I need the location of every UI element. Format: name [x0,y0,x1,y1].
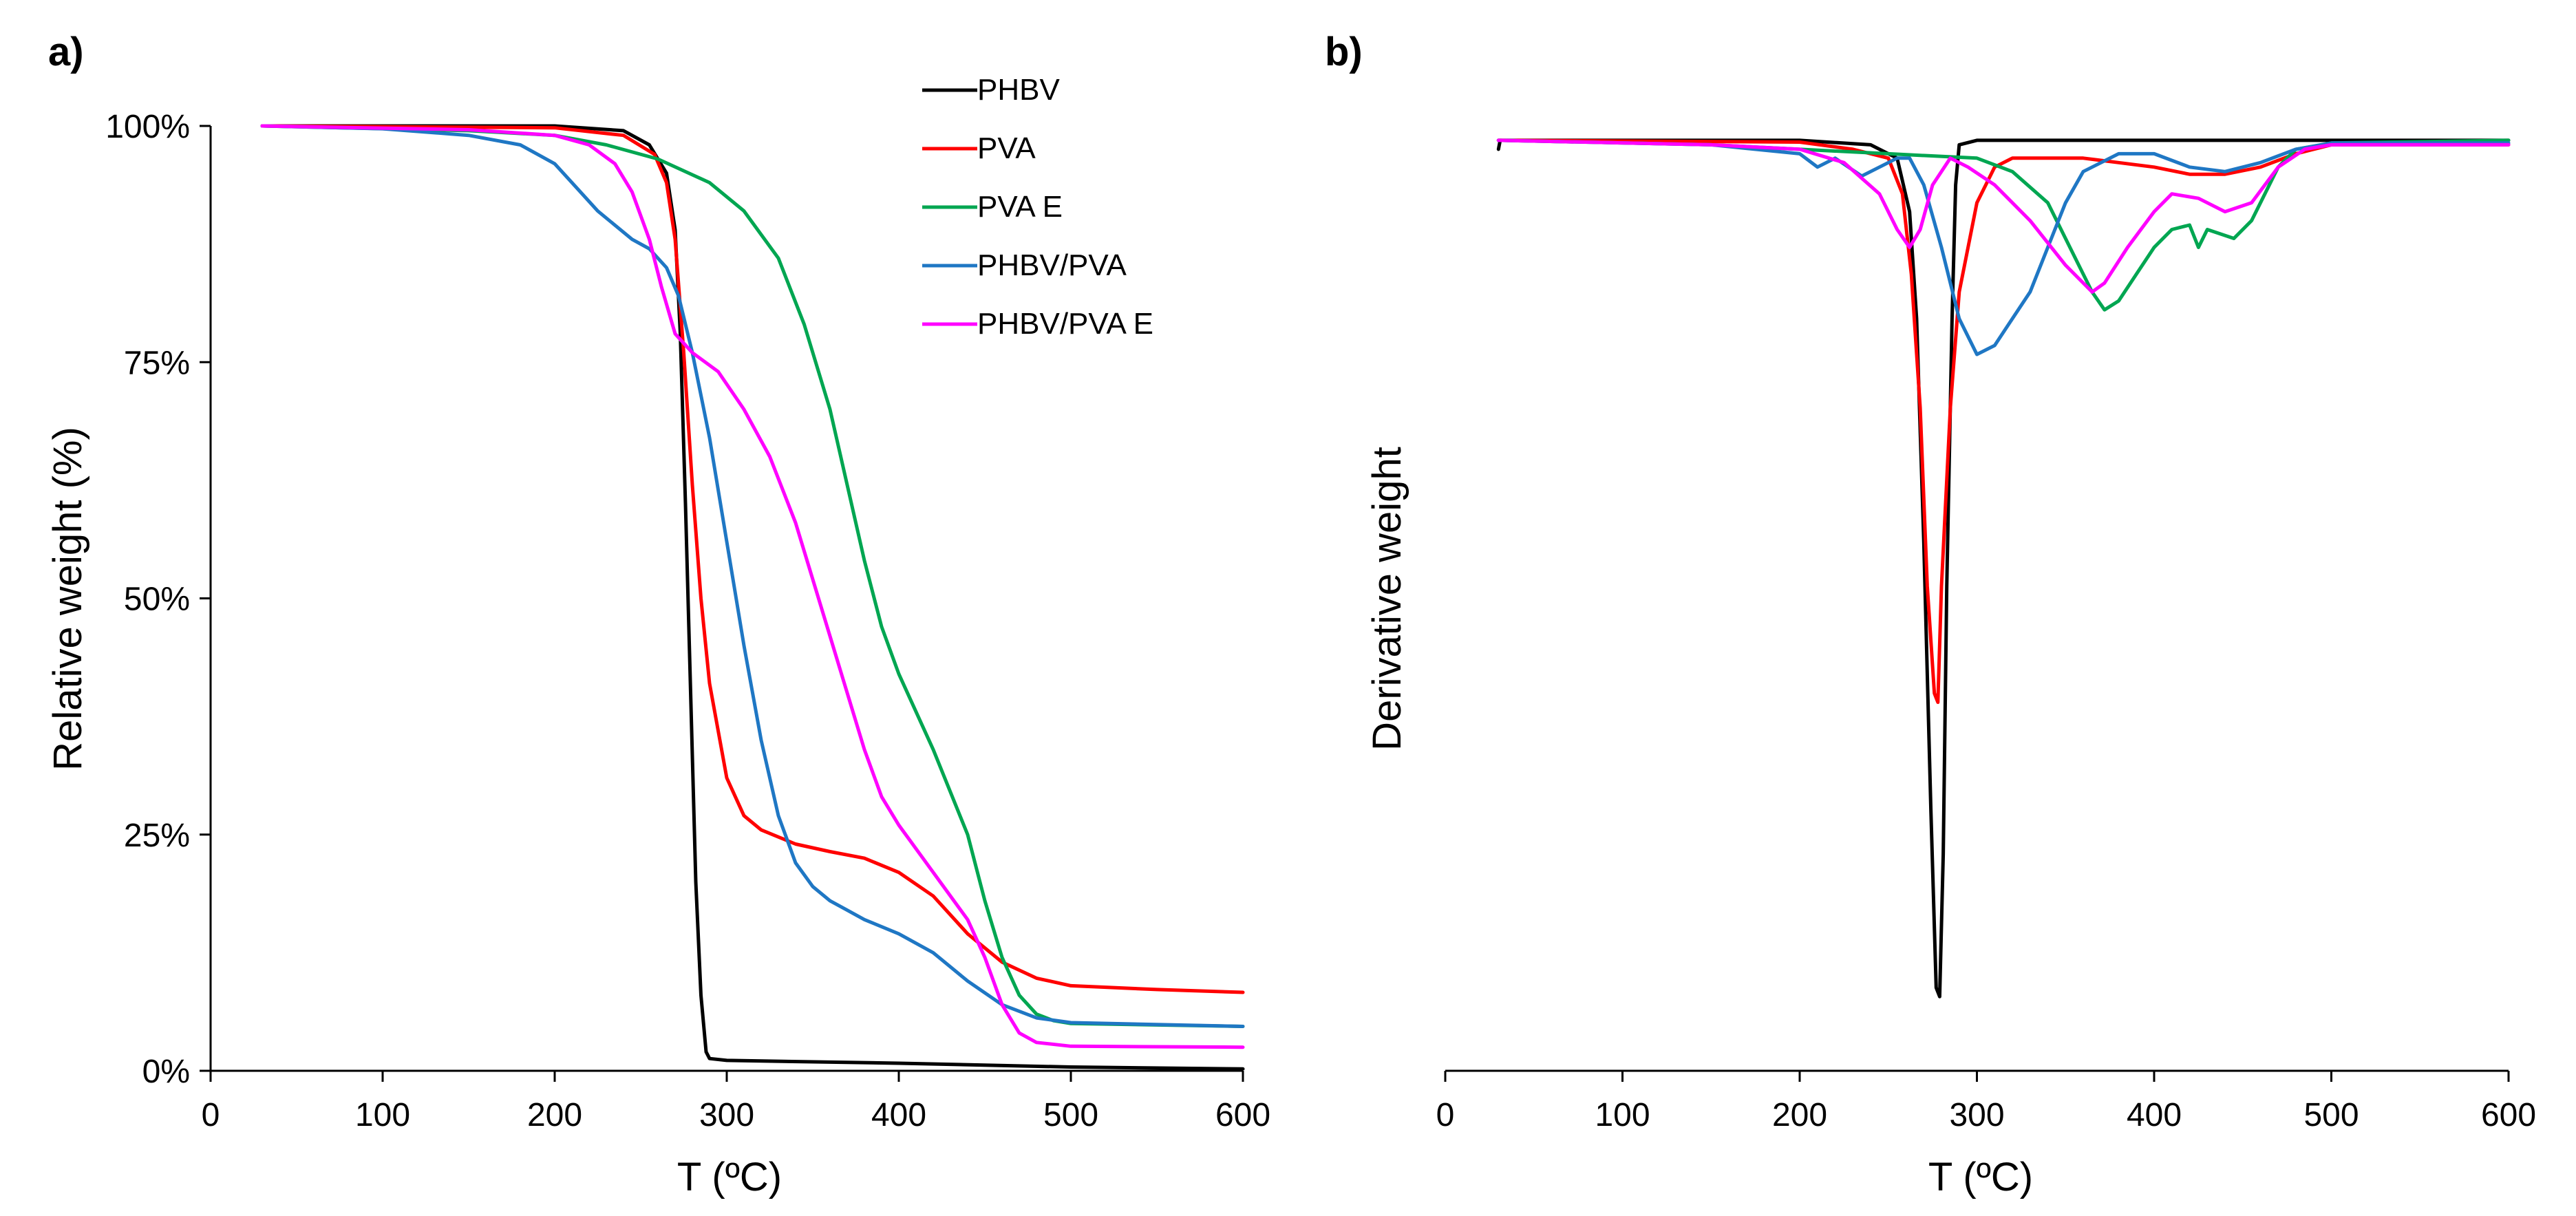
chart-b-x-axis-title: T (ºC) [1928,1155,2033,1199]
chart-b-series-group [1496,138,2511,999]
legend-label-pva-e: PVA E [977,190,1063,224]
chart-a-series-pva-e [260,124,1245,1028]
chart-a-y-tick-label: 0% [142,1054,190,1090]
chart-a-y-tick-label: 75% [124,345,190,381]
chart-b-series-phbv [1496,138,2511,999]
chart-a-y-axis-title: Relative weight (%) [45,427,90,771]
legend-label-phbv-pva-e: PHBV/PVA E [977,307,1153,341]
chart-a-series-phbv-pva [260,124,1245,1028]
chart-b-x-tick-label: 200 [1772,1097,1827,1133]
chart-a-legend: PHBV PVA PVA E PHBV/PVA PHBV/PVA E [922,73,1153,341]
chart-a-x-tick-label: 600 [1215,1097,1270,1133]
chart-a-x-tick-label: 500 [1043,1097,1098,1133]
chart-a-series-phbv [260,124,1245,1071]
legend-label-phbv: PHBV [977,73,1060,107]
chart-a-x-tick-label: 300 [699,1097,754,1133]
chart-b-axes: 0 100 200 300 400 500 600 [1436,1069,2536,1133]
chart-a-x-tick-label: 100 [355,1097,410,1133]
chart-a-axes: 0 100 200 300 400 500 600 0% 25% 50% 75% 100% [105,109,1270,1133]
chart-b-x-tick-label: 0 [1436,1097,1455,1133]
chart-b-x-tick-label: 600 [2481,1097,2536,1133]
chart-a-series-phbv-pva-e [260,124,1245,1049]
chart-a-x-tick-label: 400 [871,1097,926,1133]
legend-label-pva: PVA [977,131,1036,165]
chart-b-x-tick-label: 100 [1595,1097,1650,1133]
chart-a-x-tick-label: 0 [202,1097,220,1133]
chart-a-y-tick-label: 50% [124,582,190,618]
legend-label-phbv-pva: PHBV/PVA [977,248,1127,282]
chart-a-series-group [260,124,1245,1071]
chart-b-series-pva [1496,138,2511,704]
chart-b-x-tick-label: 400 [2127,1097,2182,1133]
chart-a-series-pva [260,124,1245,994]
chart-b-x-tick-label: 500 [2303,1097,2359,1133]
chart-a-y-tick-label: 25% [124,818,190,854]
panel-label-a: a) [48,30,84,74]
chart-a-x-axis-title: T (ºC) [677,1155,782,1199]
chart-a-y-tick-label: 100% [105,109,190,145]
chart-b-x-tick-label: 300 [1949,1097,2004,1133]
chart-a: a) 0 100 200 300 400 500 600 0% 25% 50% 75% 100% T … [45,30,1270,1199]
chart-b-y-axis-title: Derivative weight [1365,447,1409,751]
chart-b-series-pva-e [1496,138,2511,312]
panel-label-b: b) [1325,30,1363,74]
chart-b-series-phbv-pva-e [1496,138,2511,294]
chart-a-x-tick-label: 200 [527,1097,582,1133]
chart-b: b) 0 100 200 300 400 500 600 T (ºC) Derivative… [1325,30,2536,1199]
